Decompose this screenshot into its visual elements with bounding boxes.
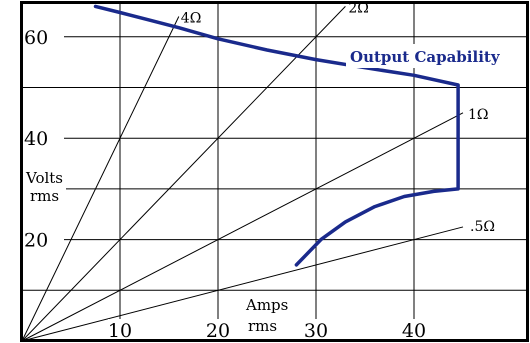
y-axis-label-line-2: rms <box>30 187 59 205</box>
legend: Output Capability <box>346 44 520 68</box>
load-line-label-4ohm: 4Ω <box>181 11 202 27</box>
x-axis-label-line-2: rms <box>248 317 277 335</box>
x-axis-label-line-1: Amps <box>245 296 288 314</box>
load-line-label-point5ohm: .5Ω <box>470 219 495 235</box>
y-tick-label-20: 20 <box>24 230 48 252</box>
y-axis-label-line-1: Volts <box>25 169 63 187</box>
series-label-output-capability: Output Capability <box>350 48 501 66</box>
y-tick-label-40: 40 <box>24 128 48 150</box>
x-tick-label-20: 20 <box>206 320 230 342</box>
y-axis-label: Volts rms <box>22 164 66 206</box>
load-line-label-1ohm: 1Ω <box>468 107 489 123</box>
x-tick-label-30: 30 <box>304 320 328 342</box>
y-tick-label-60: 60 <box>24 27 48 49</box>
x-tick-label-40: 40 <box>402 320 426 342</box>
x-axis-label: Amps rms <box>242 296 296 338</box>
x-tick-label-10: 10 <box>108 320 132 342</box>
